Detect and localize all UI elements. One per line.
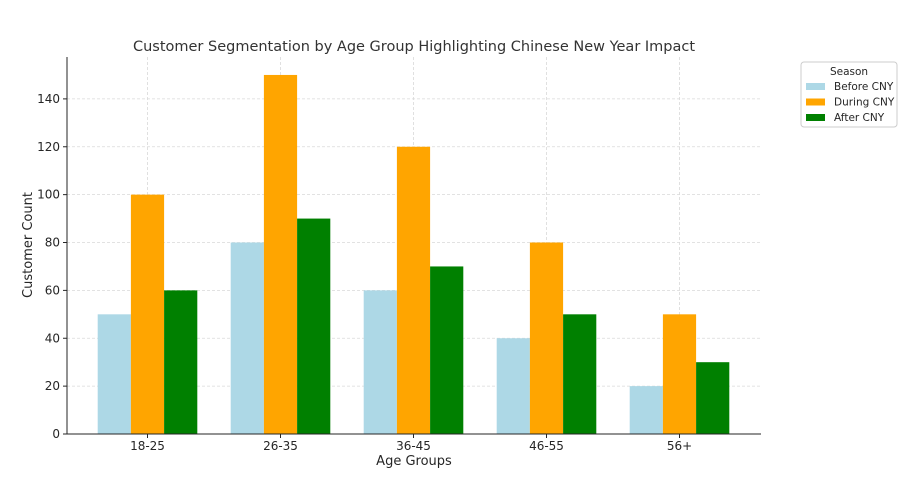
y-tick-label: 60	[45, 283, 60, 297]
x-tick-label: 46-55	[529, 439, 564, 453]
legend-swatch	[806, 83, 825, 90]
x-tick-label: 56+	[667, 439, 692, 453]
legend-label: After CNY	[834, 112, 885, 124]
legend-label: During CNY	[834, 97, 895, 109]
y-tick-label: 0	[52, 427, 60, 441]
y-tick-label: 40	[45, 331, 60, 345]
y-tick-label: 140	[37, 92, 60, 106]
legend-label: Before CNY	[834, 81, 894, 93]
legend-title: Season	[830, 66, 868, 78]
bars	[97, 74, 730, 434]
legend-frame	[800, 61, 898, 128]
bar-during-cny-36-45	[396, 146, 431, 434]
bar-during-cny-56+	[662, 314, 697, 434]
x-tick-label: 26-35	[263, 439, 298, 453]
legend-swatch	[806, 98, 825, 106]
chart-title: Customer Segmentation by Age Group Highl…	[133, 39, 695, 55]
bar-after-cny-46-55	[563, 314, 597, 434]
bar-before-cny-56+	[629, 386, 663, 434]
bar-after-cny-56+	[696, 362, 730, 434]
bar-before-cny-46-55	[496, 338, 530, 434]
legend: Season Before CNY During CNY After CNY	[800, 61, 898, 128]
y-tick-label: 120	[37, 140, 60, 154]
bar-before-cny-36-45	[363, 290, 397, 434]
bar-after-cny-18-25	[164, 290, 198, 434]
x-axis-label: Age Groups	[376, 454, 452, 469]
x-tick-label: 36-45	[396, 439, 431, 453]
bar-during-cny-26-35	[263, 74, 298, 434]
bar-after-cny-36-45	[430, 266, 464, 434]
legend-swatch	[806, 114, 825, 121]
x-tick-label: 18-25	[130, 439, 165, 453]
y-axis-label: Customer Count	[21, 192, 36, 298]
bar-during-cny-18-25	[130, 194, 165, 434]
y-tick-label: 100	[37, 188, 60, 202]
bar-before-cny-26-35	[230, 242, 264, 434]
y-tick-label: 80	[45, 236, 60, 250]
bar-after-cny-26-35	[297, 218, 331, 434]
bar-during-cny-46-55	[529, 242, 564, 434]
bar-before-cny-18-25	[97, 314, 131, 434]
tick-labels: 0 20 40 60 80 100 120 140 18-25 26-35 36-45 46-55 56…	[37, 92, 692, 453]
y-tick-label: 20	[45, 379, 60, 393]
